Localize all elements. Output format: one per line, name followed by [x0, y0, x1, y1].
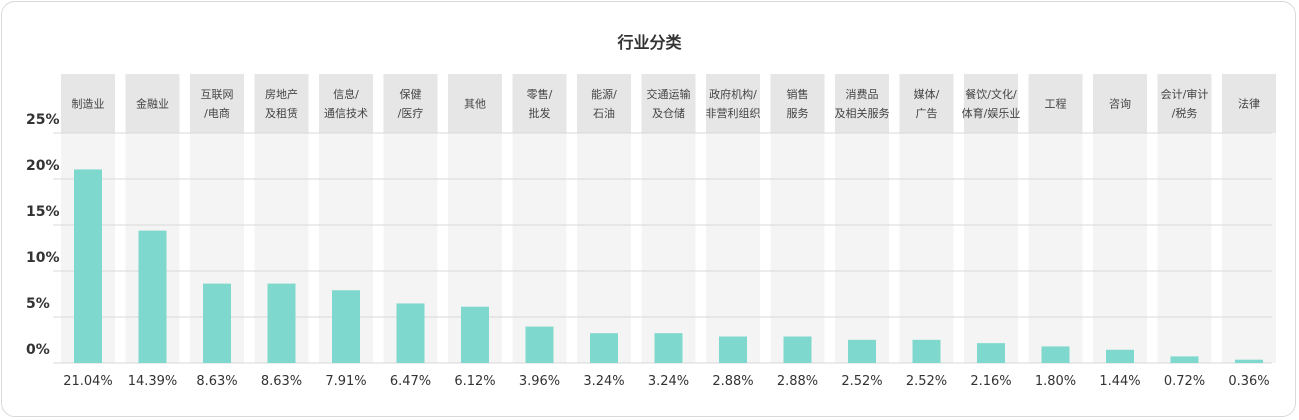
chart-title: 行业分类 — [617, 33, 682, 52]
category-header — [835, 74, 889, 133]
bar — [719, 336, 747, 363]
category-label: 消费品及相关服务 — [835, 87, 890, 120]
value-label: 3.96% — [519, 374, 560, 389]
category-header — [1093, 74, 1147, 133]
value-label: 0.36% — [1228, 374, 1269, 389]
value-label: 21.04% — [63, 374, 113, 389]
value-label: 0.72% — [1164, 374, 1205, 389]
category-label: 保健/医疗 — [398, 87, 424, 120]
category-header — [899, 74, 954, 133]
category-header — [1222, 74, 1276, 133]
value-label: 2.52% — [841, 374, 882, 389]
bar — [525, 326, 554, 363]
y-tick-label: 10% — [26, 250, 60, 266]
category-header — [512, 74, 567, 133]
bar — [977, 343, 1005, 363]
value-label: 6.12% — [454, 374, 495, 389]
bar — [138, 230, 167, 363]
category-header — [190, 74, 244, 133]
value-label: 2.16% — [970, 374, 1011, 389]
category-header — [254, 74, 309, 133]
category-header — [448, 74, 502, 133]
bar — [783, 336, 812, 363]
category-label: 法律 — [1238, 97, 1260, 111]
category-header — [1028, 74, 1083, 133]
bar — [590, 333, 618, 363]
y-tick-label: 25% — [26, 112, 60, 128]
category-label: 其他 — [464, 98, 486, 111]
bar — [1106, 349, 1134, 363]
category-header — [1157, 74, 1212, 133]
y-tick-label: 0% — [26, 342, 50, 358]
category-label: 媒体/广告 — [914, 87, 940, 120]
value-label: 2.88% — [777, 374, 818, 389]
y-tick-label: 15% — [26, 204, 60, 220]
category-header — [61, 74, 115, 133]
category-label: 销售服务 — [787, 87, 809, 120]
category-label: 信息/通信技术 — [324, 87, 368, 120]
category-label: 咨询 — [1109, 97, 1131, 111]
bar — [396, 303, 425, 363]
value-label: 2.52% — [906, 374, 947, 389]
bar — [332, 290, 360, 363]
value-label: 8.63% — [196, 374, 237, 389]
category-header — [577, 74, 631, 133]
category-label: 房地产及租赁 — [265, 87, 298, 120]
category-header — [770, 74, 825, 133]
value-label: 14.39% — [128, 374, 178, 389]
category-header — [706, 74, 760, 133]
category-header — [319, 74, 373, 133]
value-label: 3.24% — [583, 374, 624, 389]
value-label: 7.91% — [325, 374, 366, 389]
category-header — [641, 74, 696, 133]
value-label: 2.88% — [712, 374, 753, 389]
value-label: 8.63% — [261, 374, 302, 389]
y-tick-label: 20% — [26, 158, 60, 174]
bar — [1041, 346, 1070, 363]
category-header — [964, 74, 1018, 133]
category-label: 能源/石油 — [591, 87, 617, 120]
category-label: 交通运输及仓储 — [647, 87, 691, 120]
category-label: 工程 — [1045, 98, 1067, 111]
category-label: 金融业 — [136, 97, 169, 111]
category-label: 政府机构/非营利组织 — [706, 87, 761, 120]
category-label: 餐饮/文化/体育/娱乐业 — [962, 87, 1021, 120]
bar — [1235, 359, 1263, 363]
value-label: 3.24% — [648, 374, 689, 389]
category-label: 会计/审计/税务 — [1161, 87, 1209, 120]
y-tick-label: 5% — [26, 296, 50, 312]
value-label: 6.47% — [390, 374, 431, 389]
bar — [203, 283, 231, 363]
bar — [848, 339, 876, 363]
category-label: 互联网/电商 — [201, 88, 234, 120]
bar — [654, 333, 683, 363]
bar — [461, 306, 489, 363]
value-label: 1.80% — [1035, 374, 1076, 389]
category-header — [383, 74, 438, 133]
value-label: 1.44% — [1099, 374, 1140, 389]
bar — [912, 339, 941, 363]
bar — [1170, 356, 1199, 363]
category-header — [125, 74, 180, 133]
category-label: 零售/批发 — [527, 87, 553, 120]
bar — [267, 283, 296, 363]
category-label: 制造业 — [72, 97, 105, 111]
bar — [74, 169, 102, 363]
